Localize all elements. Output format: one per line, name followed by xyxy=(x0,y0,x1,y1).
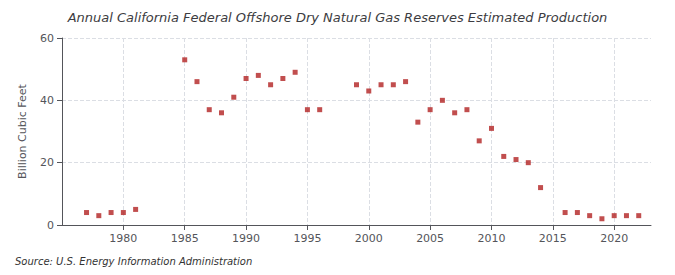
svg-text:Annual California Federal Offs: Annual California Federal Offshore Dry N… xyxy=(67,10,608,25)
svg-text:2015: 2015 xyxy=(539,232,567,245)
svg-text:1980: 1980 xyxy=(109,232,137,245)
svg-text:2000: 2000 xyxy=(355,232,383,245)
svg-text:20: 20 xyxy=(40,156,54,169)
svg-text:1995: 1995 xyxy=(293,232,321,245)
svg-text:Source: U.S. Energy Informatio: Source: U.S. Energy Information Administ… xyxy=(15,256,252,267)
svg-text:1985: 1985 xyxy=(171,232,199,245)
svg-text:Billion Cubic Feet: Billion Cubic Feet xyxy=(16,83,29,178)
svg-text:0: 0 xyxy=(47,219,54,232)
svg-text:60: 60 xyxy=(40,32,54,45)
svg-text:2020: 2020 xyxy=(600,232,628,245)
svg-text:40: 40 xyxy=(40,94,54,107)
svg-text:2005: 2005 xyxy=(416,232,444,245)
svg-text:1990: 1990 xyxy=(232,232,260,245)
svg-text:2010: 2010 xyxy=(477,232,505,245)
